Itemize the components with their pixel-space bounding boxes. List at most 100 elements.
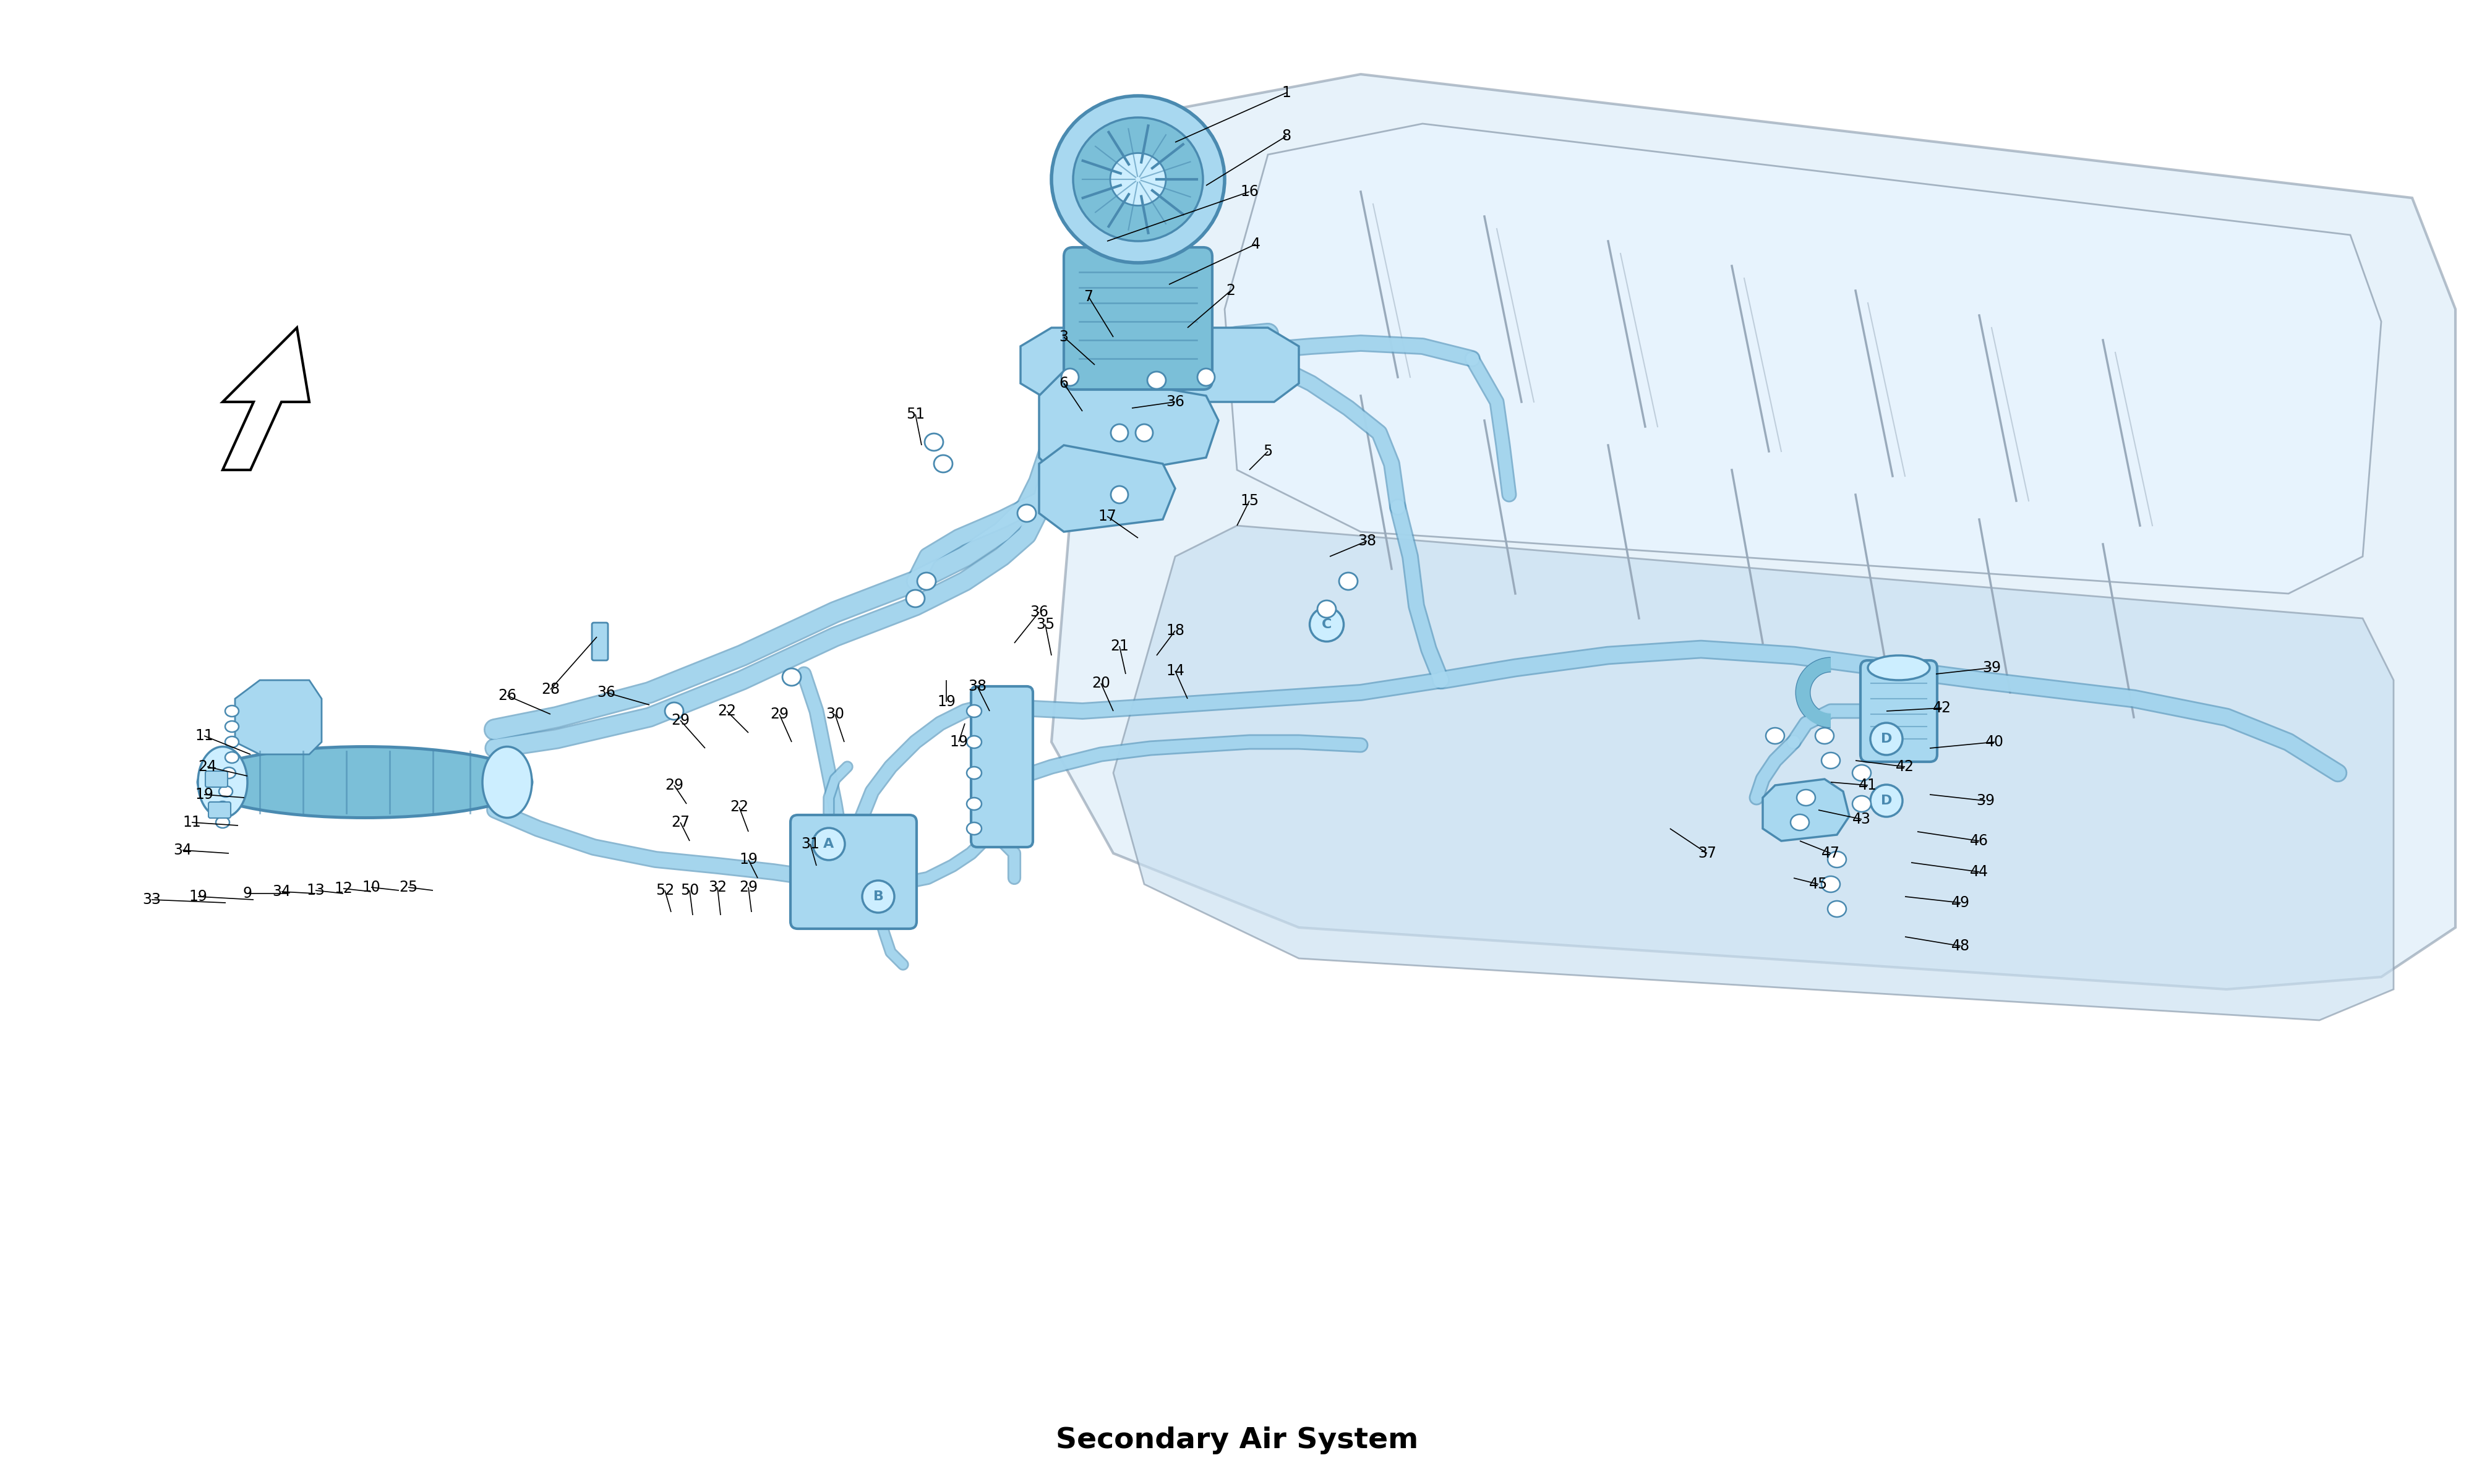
Text: 30: 30 [826,706,844,721]
Text: 43: 43 [1853,812,1870,827]
Ellipse shape [1870,723,1903,755]
Ellipse shape [1111,424,1128,442]
Text: 47: 47 [1821,846,1841,861]
Text: 3: 3 [1059,329,1069,344]
Ellipse shape [918,573,935,589]
Text: 19: 19 [188,889,208,904]
Polygon shape [1039,371,1217,482]
Ellipse shape [215,801,230,813]
Ellipse shape [1338,573,1358,589]
Ellipse shape [225,721,238,732]
Text: 19: 19 [740,852,757,867]
Text: 37: 37 [1697,846,1717,861]
Text: 28: 28 [542,683,559,697]
Text: 21: 21 [1111,638,1128,653]
Text: 36: 36 [1029,605,1049,620]
Text: 5: 5 [1264,444,1272,459]
Polygon shape [1225,123,2380,594]
Polygon shape [1051,74,2454,990]
Ellipse shape [1796,789,1816,806]
Text: 29: 29 [740,880,757,895]
Ellipse shape [482,746,532,818]
Text: 1: 1 [1282,85,1291,99]
Text: 45: 45 [1808,877,1828,892]
Ellipse shape [1148,371,1165,389]
Ellipse shape [811,828,846,861]
Ellipse shape [1136,424,1153,442]
Text: 46: 46 [1969,834,1989,849]
Text: 50: 50 [680,883,700,898]
Text: 31: 31 [802,837,819,852]
Ellipse shape [925,433,943,451]
Ellipse shape [1821,876,1841,892]
Text: 16: 16 [1239,184,1259,199]
Text: 38: 38 [967,680,987,693]
Ellipse shape [666,702,683,720]
Text: 39: 39 [1977,794,1994,809]
FancyBboxPatch shape [1064,248,1212,389]
Polygon shape [1113,525,2395,1021]
Ellipse shape [1766,727,1784,743]
Text: 27: 27 [670,815,690,830]
Ellipse shape [1791,815,1808,831]
Text: 19: 19 [950,735,967,749]
Ellipse shape [905,589,925,607]
Text: 15: 15 [1239,493,1259,508]
Ellipse shape [967,767,982,779]
Text: 25: 25 [398,880,418,895]
Text: 18: 18 [1165,623,1185,638]
Polygon shape [235,680,322,754]
Polygon shape [1039,445,1175,531]
Text: 34: 34 [173,843,193,858]
Ellipse shape [863,880,896,913]
Text: 11: 11 [183,815,200,830]
Text: D: D [1880,733,1893,745]
Text: 2: 2 [1227,283,1235,298]
Ellipse shape [1816,727,1833,743]
Text: 22: 22 [717,703,737,718]
Text: 19: 19 [195,787,213,801]
Ellipse shape [1111,485,1128,503]
Text: 29: 29 [666,778,683,792]
Ellipse shape [782,668,802,686]
Ellipse shape [218,787,233,797]
Text: D: D [1880,794,1893,807]
Ellipse shape [1017,505,1037,522]
Text: 38: 38 [1358,534,1376,549]
Text: 4: 4 [1252,237,1259,252]
Ellipse shape [935,456,952,472]
Ellipse shape [215,816,230,828]
Text: 40: 40 [1984,735,2004,749]
Ellipse shape [1309,607,1343,641]
FancyBboxPatch shape [1860,660,1937,761]
Polygon shape [1022,328,1299,402]
Text: 6: 6 [1059,375,1069,390]
Ellipse shape [1316,601,1336,617]
Text: 52: 52 [656,883,675,898]
FancyBboxPatch shape [208,801,230,818]
Text: 7: 7 [1084,289,1094,304]
Text: 51: 51 [905,407,925,421]
Text: 24: 24 [198,760,218,775]
Text: Secondary Air System: Secondary Air System [1056,1426,1418,1454]
Text: 48: 48 [1952,938,1969,953]
FancyBboxPatch shape [205,772,228,787]
Text: 9: 9 [242,886,252,901]
Polygon shape [223,328,309,470]
Ellipse shape [1111,153,1165,206]
Text: 34: 34 [272,884,292,899]
FancyBboxPatch shape [970,686,1034,847]
Ellipse shape [1853,764,1870,781]
Text: 36: 36 [1165,395,1185,410]
Text: 32: 32 [708,880,727,895]
Polygon shape [1761,779,1851,841]
Ellipse shape [225,752,238,763]
Ellipse shape [1828,901,1846,917]
Text: C: C [1321,619,1331,631]
Ellipse shape [1868,656,1930,680]
FancyBboxPatch shape [591,623,609,660]
Text: 49: 49 [1952,895,1969,910]
Text: 26: 26 [497,689,517,703]
Ellipse shape [1074,117,1202,240]
Text: 12: 12 [334,881,351,896]
